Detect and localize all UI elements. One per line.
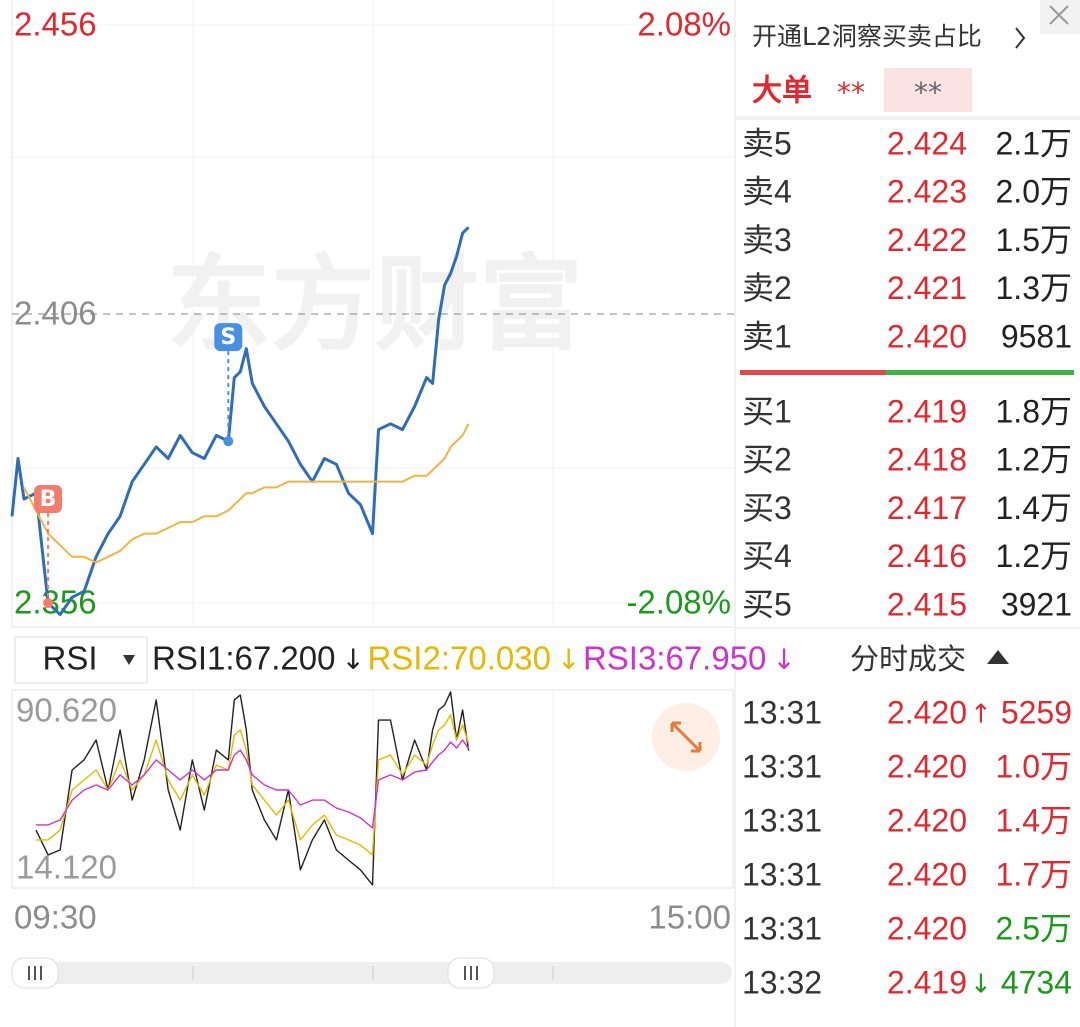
- big-order-buy: **: [837, 76, 865, 109]
- y-tick-label: 2.456: [14, 6, 97, 43]
- level-label: 买5: [742, 586, 792, 622]
- level-label: 买1: [742, 393, 792, 429]
- level-volume: 1.2万: [996, 442, 1073, 478]
- indicator-name: RSI: [42, 640, 97, 677]
- level-price: 2.417: [887, 490, 967, 526]
- legend-arrow: ↓: [772, 643, 795, 676]
- level-price: 2.416: [887, 538, 967, 574]
- y2-tick-label: 2.08%: [637, 6, 731, 43]
- y-tick-label: 2.356: [14, 584, 97, 621]
- level-volume: 1.2万: [996, 538, 1073, 574]
- trade-time: 13:32: [742, 964, 822, 1000]
- level-label: 卖1: [742, 318, 792, 354]
- y-tick-label: 14.120: [16, 849, 117, 886]
- level-label: 买4: [742, 538, 792, 574]
- trade-time: 13:31: [742, 856, 822, 892]
- level-volume: 1.4万: [996, 490, 1073, 526]
- trade-volume: 2.5万: [996, 910, 1073, 946]
- ratio-bar-sell: [740, 370, 886, 375]
- indicator-select[interactable]: [14, 636, 148, 684]
- trade-volume: 1.7万: [996, 856, 1073, 892]
- big-order-box: [884, 68, 972, 112]
- marker-label: B: [40, 487, 57, 512]
- legend-label: RSI1:67.200: [152, 640, 335, 677]
- series-line: [36, 739, 470, 829]
- legend-arrow: ↓: [557, 643, 580, 676]
- level-label: 买3: [742, 490, 792, 526]
- level-price: 2.415: [887, 586, 967, 622]
- series-line: [23, 423, 470, 564]
- marker-point: [223, 436, 234, 447]
- level-price: 2.423: [887, 174, 967, 210]
- level-volume: 2.0万: [996, 174, 1073, 210]
- marker-point: [43, 598, 54, 608]
- trade-price: 2.420: [887, 856, 967, 892]
- trade-arrow: ↓: [970, 970, 992, 1000]
- level-price: 2.420: [887, 318, 967, 354]
- trade-price: 2.420: [887, 748, 967, 784]
- level-volume: 9581: [1001, 318, 1072, 354]
- trade-volume: 4734: [1001, 964, 1072, 1000]
- level-label: 卖4: [742, 174, 792, 210]
- separator: [736, 116, 1080, 120]
- trade-time: 13:31: [742, 694, 822, 730]
- level-volume: 2.1万: [996, 125, 1073, 161]
- level-price: 2.422: [887, 222, 967, 258]
- level-label: 卖2: [742, 270, 792, 306]
- trade-arrow: ↑: [970, 700, 992, 730]
- trades-title[interactable]: 分时成交: [850, 642, 966, 676]
- level-label: 卖3: [742, 222, 792, 258]
- level-volume: 1.3万: [996, 270, 1073, 306]
- level-price: 2.424: [887, 125, 967, 161]
- trade-time: 13:31: [742, 748, 822, 784]
- trade-price: 2.420: [887, 694, 967, 730]
- y2-tick-label: -2.08%: [626, 584, 731, 621]
- level-price: 2.419: [887, 393, 967, 429]
- legend-label: RSI3:67.950: [583, 640, 766, 677]
- sort-icon: [987, 650, 1009, 664]
- marker-label: S: [220, 325, 236, 350]
- y-tick-label: 2.406: [14, 295, 97, 332]
- marker-badge: [214, 323, 243, 352]
- marker-badge: [34, 485, 63, 513]
- grip: [464, 966, 478, 980]
- y-tick-label: 90.620: [16, 692, 117, 729]
- trade-time: 13:31: [742, 910, 822, 946]
- level-label: 买2: [742, 442, 792, 478]
- scrollbar[interactable]: [12, 962, 732, 984]
- chevron: [1015, 27, 1026, 49]
- trade-volume: 1.0万: [996, 748, 1073, 784]
- expand-icon: [670, 721, 702, 753]
- legend-arrow: ↓: [341, 643, 364, 676]
- level-price: 2.421: [887, 270, 967, 306]
- x-tick-label: 09:30: [14, 899, 97, 936]
- level-label: 卖5: [742, 125, 792, 161]
- dropdown-icon: [123, 655, 135, 665]
- trade-price: 2.420: [887, 910, 967, 946]
- big-order-label: 大单: [752, 74, 812, 109]
- close-icon: [1049, 5, 1069, 25]
- ratio-bar-buy: [886, 370, 1074, 375]
- l2-header[interactable]: 开通L2洞察买卖占比: [752, 22, 982, 51]
- trade-volume: 5259: [1001, 694, 1072, 730]
- trade-volume: 1.4万: [996, 802, 1073, 838]
- level-volume: 1.8万: [996, 393, 1073, 429]
- trade-price: 2.419: [887, 964, 967, 1000]
- trade-price: 2.420: [887, 802, 967, 838]
- level-volume: 3921: [1001, 586, 1072, 622]
- trade-time: 13:31: [742, 802, 822, 838]
- series-line: [10, 226, 470, 617]
- x-tick-label: 15:00: [648, 899, 731, 936]
- level-price: 2.418: [887, 442, 967, 478]
- big-order-sell: **: [914, 76, 942, 109]
- level-volume: 1.5万: [996, 222, 1073, 258]
- grip: [28, 966, 42, 980]
- series-line: [36, 714, 470, 856]
- legend-label: RSI2:70.030: [367, 640, 550, 677]
